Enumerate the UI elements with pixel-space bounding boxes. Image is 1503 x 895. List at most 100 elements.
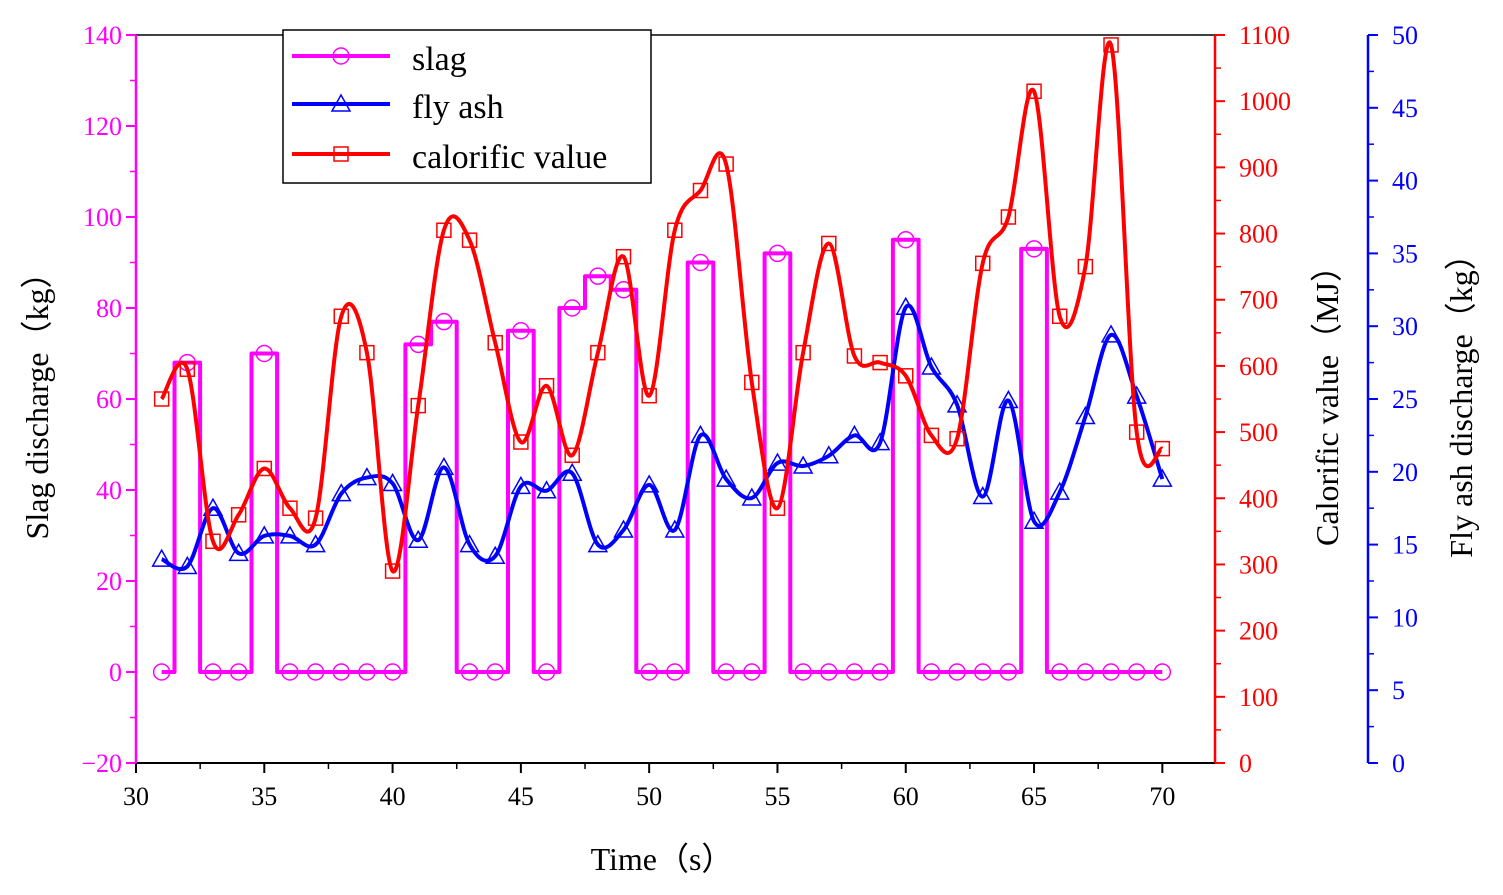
data-point-fly-ash [921,356,942,375]
data-point-calorific-value [282,500,298,516]
series-calorific-value [153,37,1171,579]
data-point-fly-ash [844,424,865,444]
right2-tick-label: 10 [1392,603,1418,632]
right2-tick-label: 40 [1392,167,1418,196]
x-axis-title: Time（s） [591,841,734,877]
legend-entry-fly-ash: fly ash [412,89,504,126]
data-point-slag [768,244,787,263]
data-point-calorific-value [487,334,503,351]
right2-tick-label: 30 [1392,312,1418,341]
data-point-calorific-value [359,344,375,361]
data-point-fly-ash [638,474,660,493]
data-point-fly-ash [177,555,198,575]
right2-tick-label: 5 [1392,676,1405,705]
right1-tick-label: 1100 [1239,21,1290,50]
data-point-slag [691,253,710,272]
data-point-slag [589,267,607,285]
right2-tick-label: 35 [1392,239,1418,268]
data-point-fly-ash [792,455,814,474]
data-point-fly-ash [1023,510,1045,530]
data-point-slag [512,322,530,340]
legend-entry-calorific-value: calorific value [412,139,607,176]
data-point-calorific-value [898,368,914,384]
data-point-calorific-value [974,255,991,272]
data-point-fly-ash [895,296,917,316]
legend: slag fly ash calorific value [282,29,652,184]
data-point-slag [973,663,992,681]
data-point-fly-ash [459,534,480,553]
series-slag [152,231,1172,681]
data-point-fly-ash [356,467,378,486]
left-tick-label: 140 [83,21,122,50]
x-tick-label: 50 [636,782,662,811]
data-point-slag [460,663,479,681]
data-point-fly-ash [510,475,532,495]
data-point-slag [743,663,761,681]
data-point-calorific-value [1103,37,1119,53]
data-point-fly-ash [279,525,301,544]
data-point-fly-ash [1100,324,1122,343]
data-point-calorific-value [513,434,529,450]
legend-marker-fly-ash [330,93,352,112]
data-point-slag [1127,663,1146,681]
data-point-calorific-value [1077,258,1094,275]
data-point-fly-ash [484,545,506,564]
right1-tick-label: 800 [1239,220,1278,249]
data-point-slag [486,663,504,681]
data-point-fly-ash [561,462,583,482]
x-tick-label: 30 [123,782,149,811]
data-point-calorific-value [718,156,734,172]
data-point-fly-ash [407,529,429,548]
data-point-slag [152,663,171,681]
data-point-slag [897,231,915,249]
right2-tick-label: 20 [1392,458,1418,487]
right2-tick-label: 25 [1392,385,1418,414]
axes: 30 35 40 45 50 55 60 65 70−200204060801001201400… [81,21,1418,811]
data-point-fly-ash [613,519,634,538]
data-point-calorific-value [872,354,888,371]
data-point-slag [1102,663,1120,681]
data-point-fly-ash [536,480,557,499]
data-point-calorific-value [795,344,811,361]
data-point-fly-ash [587,534,609,553]
data-point-fly-ash [767,452,788,471]
series-line-fly-ash [160,303,1165,572]
data-point-fly-ash [690,424,711,444]
data-point-calorific-value [744,374,760,391]
left-tick-label: 80 [96,294,122,323]
right1-tick-label: 200 [1239,617,1278,646]
right1-tick-label: 700 [1239,286,1278,315]
data-point-calorific-value [769,500,786,516]
right1-tick-label: 300 [1239,550,1278,579]
left-tick-label: −20 [81,749,122,778]
x-tick-label: 60 [893,782,919,811]
data-point-slag [948,663,966,681]
data-point-calorific-value [1026,83,1042,100]
data-point-slag [794,663,812,681]
series-line-slag [161,237,1163,674]
data-point-slag [666,663,684,681]
series-fly-ash [151,296,1173,575]
data-point-calorific-value [461,232,478,248]
data-point-fly-ash [382,472,403,492]
data-point-calorific-value [692,182,709,199]
right1-tick-label: 600 [1239,352,1278,381]
left-tick-label: 100 [83,203,122,232]
right2-tick-label: 0 [1392,749,1405,778]
data-point-fly-ash [1075,405,1096,425]
data-point-slag [717,663,735,681]
data-point-slag [871,663,889,681]
legend-marker-calorific-value [333,146,349,162]
data-point-fly-ash [869,432,891,451]
right2-tick-label: 15 [1392,531,1418,560]
right1-axis-title: Calorific value（MJ） [1309,250,1345,546]
data-point-calorific-value [307,510,324,526]
data-point-calorific-value [923,427,940,444]
data-point-fly-ash [998,389,1019,409]
data-point-slag [845,663,864,681]
right2-axis-title: Fly ash discharge（kg） [1443,238,1479,557]
data-point-calorific-value [1154,440,1171,457]
right2-tick-label: 50 [1392,21,1418,50]
data-point-fly-ash [151,548,172,567]
series [151,37,1173,681]
